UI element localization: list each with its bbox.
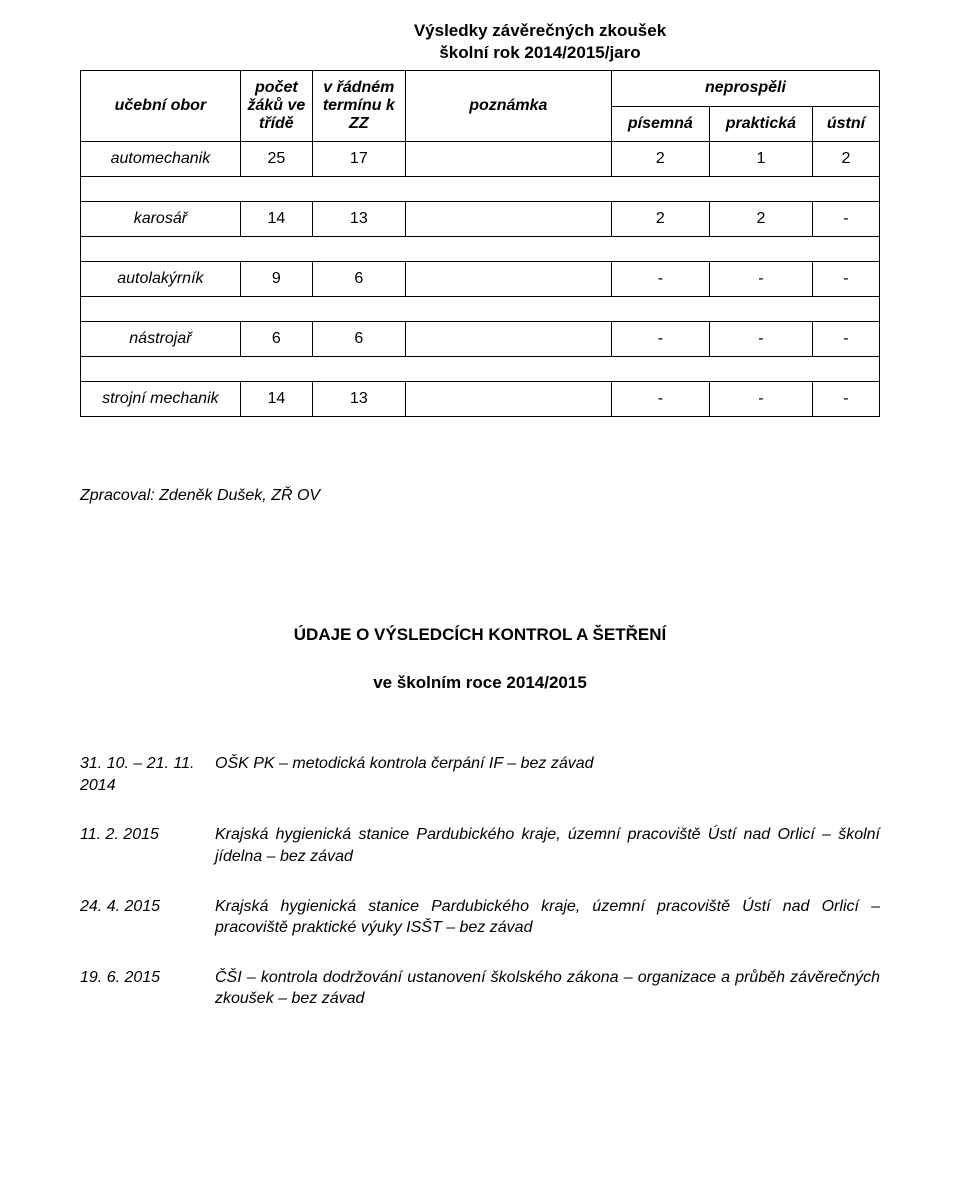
table-header-row-1: učební obor počet žáků ve třídě v řádném…	[81, 71, 880, 107]
list-item: 19. 6. 2015 ČŠI – kontrola dodržování us…	[80, 967, 880, 1010]
title-line1: Výsledky závěrečných zkoušek	[200, 20, 880, 42]
th-prakticka: praktická	[709, 106, 812, 142]
gap-row	[81, 237, 880, 262]
table-row: autolakýrník 9 6 - - -	[81, 262, 880, 297]
th-ustni: ústní	[812, 106, 879, 142]
results-table: učební obor počet žáků ve třídě v řádném…	[80, 70, 880, 417]
cell-poznamka	[405, 322, 611, 357]
cell-pis: 2	[611, 142, 709, 177]
entry-text: Krajská hygienická stanice Pardubického …	[215, 824, 880, 867]
list-item: 11. 2. 2015 Krajská hygienická stanice P…	[80, 824, 880, 867]
page: Výsledky závěrečných zkoušek školní rok …	[0, 0, 960, 1199]
cell-termin: 13	[312, 202, 405, 237]
cell-ust: -	[812, 322, 879, 357]
entry-text: OŠK PK – metodická kontrola čerpání IF –…	[215, 753, 880, 796]
cell-ust: -	[812, 202, 879, 237]
page-title: Výsledky závěrečných zkoušek školní rok …	[200, 20, 880, 64]
title-line2: školní rok 2014/2015/jaro	[200, 42, 880, 64]
cell-pocet: 14	[240, 202, 312, 237]
cell-pis: -	[611, 322, 709, 357]
cell-obor: autolakýrník	[81, 262, 241, 297]
list-item: 31. 10. – 21. 11. 2014 OŠK PK – metodick…	[80, 753, 880, 796]
section-sub: ve školním roce 2014/2015	[80, 673, 880, 693]
cell-obor: karosář	[81, 202, 241, 237]
cell-prak: 2	[709, 202, 812, 237]
cell-ust: -	[812, 382, 879, 417]
entry-date: 24. 4. 2015	[80, 896, 215, 939]
gap-row	[81, 177, 880, 202]
th-pocet: počet žáků ve třídě	[240, 71, 312, 142]
cell-ust: 2	[812, 142, 879, 177]
processed-by: Zpracoval: Zdeněk Dušek, ZŘ OV	[80, 487, 880, 505]
table-row: nástrojař 6 6 - - -	[81, 322, 880, 357]
cell-termin: 6	[312, 262, 405, 297]
cell-pocet: 6	[240, 322, 312, 357]
cell-poznamka	[405, 142, 611, 177]
cell-obor: nástrojař	[81, 322, 241, 357]
table-row: karosář 14 13 2 2 -	[81, 202, 880, 237]
cell-prak: -	[709, 262, 812, 297]
entry-date: 11. 2. 2015	[80, 824, 215, 867]
cell-poznamka	[405, 262, 611, 297]
gap-row	[81, 297, 880, 322]
section-heading: ÚDAJE O VÝSLEDCÍCH KONTROL A ŠETŘENÍ	[80, 625, 880, 645]
cell-prak: -	[709, 322, 812, 357]
th-pisemna: písemná	[611, 106, 709, 142]
cell-pis: 2	[611, 202, 709, 237]
th-obor: učební obor	[81, 71, 241, 142]
th-neprospeli: neprospěli	[611, 71, 879, 107]
table-row: automechanik 25 17 2 1 2	[81, 142, 880, 177]
cell-pis: -	[611, 262, 709, 297]
cell-poznamka	[405, 382, 611, 417]
cell-pocet: 9	[240, 262, 312, 297]
cell-termin: 17	[312, 142, 405, 177]
cell-termin: 6	[312, 322, 405, 357]
th-termin: v řádném termínu k ZZ	[312, 71, 405, 142]
table-row: strojní mechanik 14 13 - - -	[81, 382, 880, 417]
entry-date: 31. 10. – 21. 11. 2014	[80, 753, 215, 796]
entry-date: 19. 6. 2015	[80, 967, 215, 1010]
entry-text: ČŠI – kontrola dodržování ustanovení ško…	[215, 967, 880, 1010]
cell-termin: 13	[312, 382, 405, 417]
cell-obor: strojní mechanik	[81, 382, 241, 417]
cell-prak: -	[709, 382, 812, 417]
cell-prak: 1	[709, 142, 812, 177]
cell-obor: automechanik	[81, 142, 241, 177]
th-poznamka: poznámka	[405, 71, 611, 142]
cell-pocet: 14	[240, 382, 312, 417]
entry-text: Krajská hygienická stanice Pardubického …	[215, 896, 880, 939]
cell-pocet: 25	[240, 142, 312, 177]
cell-pis: -	[611, 382, 709, 417]
gap-row	[81, 357, 880, 382]
cell-ust: -	[812, 262, 879, 297]
list-item: 24. 4. 2015 Krajská hygienická stanice P…	[80, 896, 880, 939]
cell-poznamka	[405, 202, 611, 237]
